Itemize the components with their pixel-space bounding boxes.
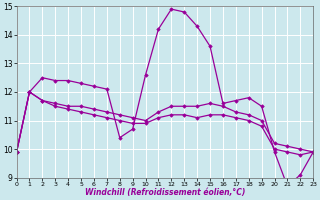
X-axis label: Windchill (Refroidissement éolien,°C): Windchill (Refroidissement éolien,°C) xyxy=(85,188,245,197)
